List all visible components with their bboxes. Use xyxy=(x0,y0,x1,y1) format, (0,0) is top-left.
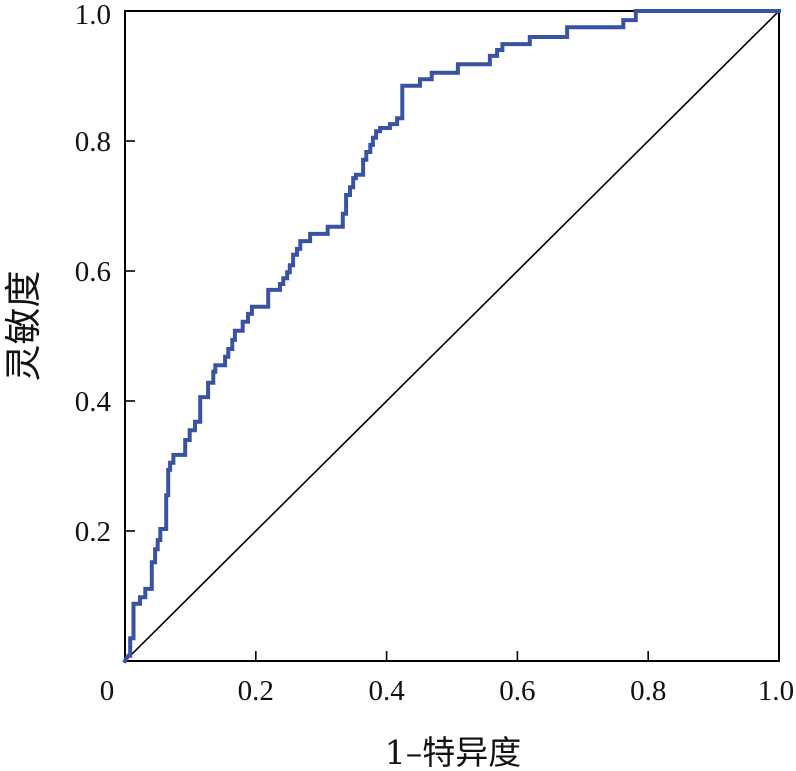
y-axis-title: 灵敏度 xyxy=(2,271,45,382)
x-tick-label: 1.0 xyxy=(758,675,794,707)
y-tick-label: 0.6 xyxy=(75,256,111,288)
tick-labels: 0 0.2 0.4 0.6 0.8 1.0 0.2 0.4 0.6 0.8 1.0 xyxy=(75,0,794,707)
y-tick-label: 1.0 xyxy=(75,0,111,31)
roc-curve-line xyxy=(122,9,781,664)
x-tick-label: 0 xyxy=(100,675,115,707)
y-tick-label: 0.2 xyxy=(75,516,111,548)
x-tick-label: 0.4 xyxy=(368,675,405,707)
y-tick-label: 0.8 xyxy=(75,126,111,158)
x-axis-title: 1–特异度 xyxy=(385,733,522,771)
x-tick-label: 0.6 xyxy=(499,675,535,707)
series-layer xyxy=(122,9,781,664)
diagonal-reference-line xyxy=(123,9,781,663)
plot-frame xyxy=(124,10,780,662)
x-tick-label: 0.2 xyxy=(238,675,274,707)
x-tick-label: 0.8 xyxy=(630,675,666,707)
tick-marks xyxy=(125,140,650,661)
y-tick-label: 0.4 xyxy=(75,386,112,418)
